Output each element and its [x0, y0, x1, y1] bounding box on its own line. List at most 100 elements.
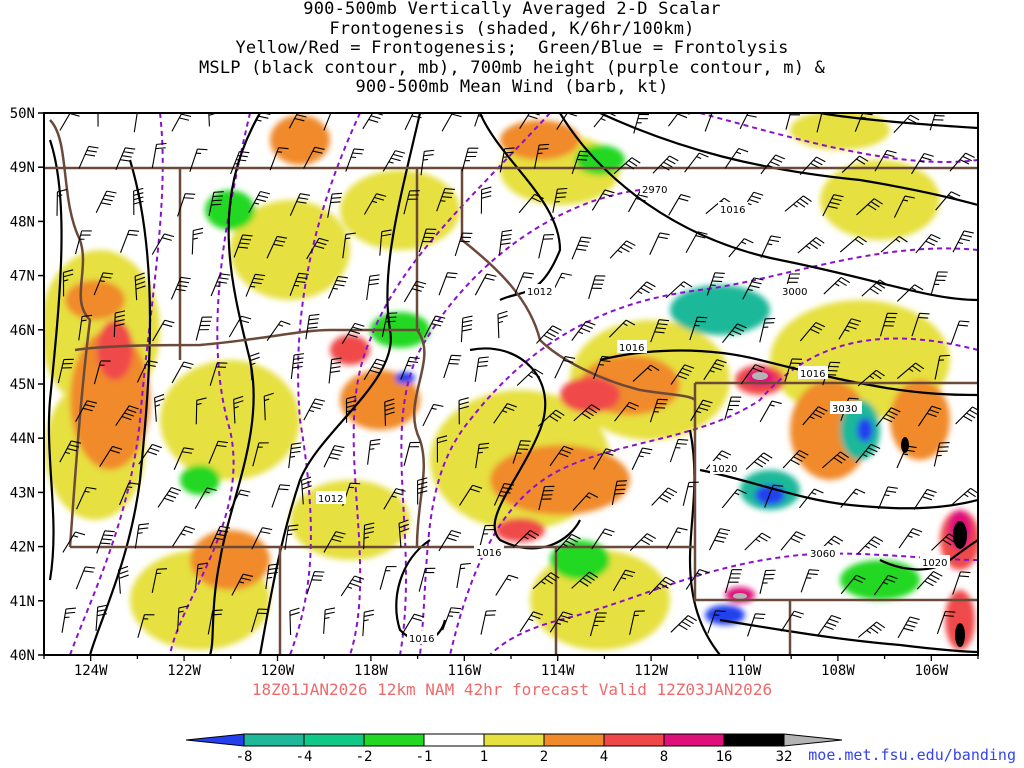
mslp-label: 1016 [800, 369, 825, 380]
wind-barb [99, 445, 123, 468]
wind-barb [345, 148, 364, 172]
wind-barb [705, 450, 732, 470]
wind-barb [195, 316, 213, 341]
wind-barb [323, 531, 346, 553]
wind-barb [152, 319, 175, 342]
wind-barb [952, 571, 971, 595]
lon-label: 120W [261, 663, 295, 679]
wind-barb [950, 320, 970, 344]
wind-barb [838, 318, 862, 340]
wind-barb [93, 272, 114, 296]
lon-label: 114W [541, 663, 575, 679]
wind-barb [62, 531, 86, 553]
wind-barb [328, 357, 342, 384]
wind-barb [327, 192, 343, 218]
wind-barb [194, 487, 217, 510]
wind-barb [745, 452, 773, 470]
wind-barb [460, 315, 473, 343]
wind-barb [263, 392, 274, 421]
wind-barb [341, 322, 365, 345]
wind-barb [78, 145, 99, 169]
wind-barb [493, 483, 515, 506]
wind-barb [685, 231, 708, 253]
wind-barb [916, 571, 943, 590]
wind-barb [208, 440, 229, 464]
wind-barb [154, 393, 165, 422]
height-contour [349, 113, 551, 655]
wind-barb [588, 275, 606, 299]
idaho-montana-border [460, 168, 696, 402]
legend-swatch [543, 733, 605, 747]
credit-url[interactable]: moe.met.fsu.edu/banding [808, 746, 1016, 764]
label-bg [640, 182, 672, 195]
wind-barb [874, 149, 897, 172]
wind-barb [173, 447, 194, 470]
wind-barb [233, 395, 244, 424]
mslp-contour [208, 113, 261, 655]
wind-barb [342, 232, 356, 259]
mslp-label: 1016 [720, 205, 745, 216]
wind-barb [933, 442, 950, 467]
wind-barb [650, 319, 670, 343]
wind-barb [474, 273, 497, 296]
wind-barb [493, 403, 517, 424]
legend-swatch [723, 733, 785, 747]
wind-barb [75, 566, 96, 590]
legend-swatch [663, 733, 725, 747]
wind-barb [873, 574, 898, 596]
wind-barb [177, 193, 196, 217]
wind-barb [931, 533, 958, 551]
longitude-axis: 124W 122W 120W 118W 116W 114W 112W 110W 108W 106W [43, 655, 979, 679]
wind-barb [78, 314, 93, 341]
legend-label: -2 [356, 749, 373, 765]
wind-barb [549, 611, 573, 633]
wind-barb [519, 611, 543, 633]
wind-barb [591, 189, 615, 211]
wind-barb [689, 316, 708, 341]
wind-barb [721, 488, 747, 509]
label-bg [316, 491, 346, 504]
label-bg [710, 461, 740, 474]
wind-barb [722, 323, 747, 344]
wind-barb [649, 232, 670, 255]
legend-label: -4 [296, 749, 313, 765]
wind-barb [608, 319, 636, 338]
wind-barb [172, 525, 196, 547]
wind-barb [379, 565, 397, 590]
wind-barb [400, 356, 420, 380]
wind-barb [955, 406, 978, 425]
mslp-contour [258, 113, 422, 655]
wind-barb [612, 569, 636, 592]
wind-barb [512, 529, 540, 548]
mslp-contour [88, 159, 152, 655]
wind-barb [438, 529, 462, 552]
label-bg [718, 202, 748, 215]
wind-barb [742, 277, 764, 300]
wind-barb [782, 449, 809, 469]
wind-barb [915, 234, 941, 254]
lat-label: 45N [10, 377, 35, 393]
coastline [49, 119, 92, 548]
wind-barb [573, 404, 601, 422]
mslp-contour [819, 113, 978, 130]
label-bg [525, 284, 555, 297]
wind-barb [799, 156, 826, 176]
wind-barb [746, 613, 766, 637]
wind-barb [289, 193, 311, 216]
legend-swatch [483, 733, 545, 747]
wind-barb [231, 573, 254, 596]
wind-barb [552, 187, 568, 213]
chart-title: 900-500mb Vertically Averaged 2-D Scalar… [0, 0, 1024, 98]
lat-label: 48N [10, 214, 35, 230]
wind-barb [436, 188, 455, 212]
wind-barb [739, 113, 759, 130]
wind-barb [288, 442, 302, 469]
mslp-contour [699, 468, 978, 510]
wind-barb [134, 272, 146, 301]
wind-barb [289, 272, 309, 296]
wind-barb [549, 445, 574, 467]
wind-barb [171, 361, 194, 384]
wind-barb [571, 571, 599, 589]
wind-barb [799, 322, 826, 342]
lon-label: 108W [821, 663, 855, 679]
